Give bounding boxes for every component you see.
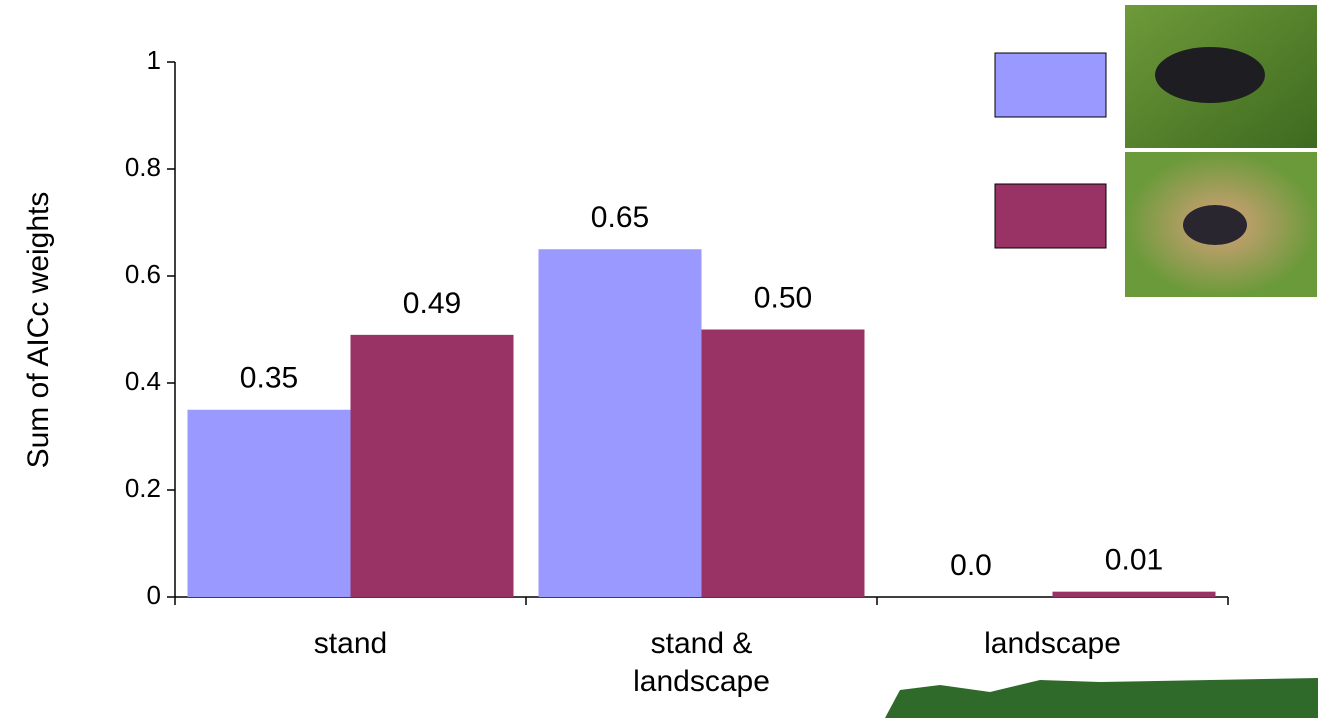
- bar: [1052, 591, 1216, 597]
- y-tick-label: 0.8: [125, 152, 161, 182]
- value-label: 0.50: [754, 281, 812, 314]
- value-label: 0.35: [240, 362, 298, 395]
- beetle-shape: [1155, 47, 1265, 103]
- y-tick-label: 0.4: [125, 366, 161, 396]
- x-tick-label: stand: [313, 627, 388, 660]
- y-tick-label: 1: [147, 45, 161, 75]
- bar: [187, 409, 351, 597]
- value-label: 0.49: [403, 287, 461, 320]
- value-label: 0.01: [1105, 544, 1163, 577]
- beetle-shape: [1183, 205, 1247, 245]
- y-tick-label: 0.2: [125, 473, 161, 503]
- legend-swatch: [994, 52, 1107, 118]
- value-label: 0.65: [591, 201, 649, 234]
- legend-swatch: [994, 183, 1107, 249]
- value-label: 0.0: [950, 549, 992, 582]
- bar: [701, 329, 865, 597]
- trees: [885, 678, 1318, 718]
- x-tick-label: stand & landscape: [633, 627, 770, 698]
- y-axis-title: Sum of AICc weights: [22, 192, 55, 469]
- bar: [538, 249, 702, 597]
- bar: [350, 334, 514, 597]
- x-tick-label: landscape: [984, 627, 1121, 660]
- y-tick-label: 0.6: [125, 259, 161, 289]
- y-tick-label: 0: [147, 580, 161, 610]
